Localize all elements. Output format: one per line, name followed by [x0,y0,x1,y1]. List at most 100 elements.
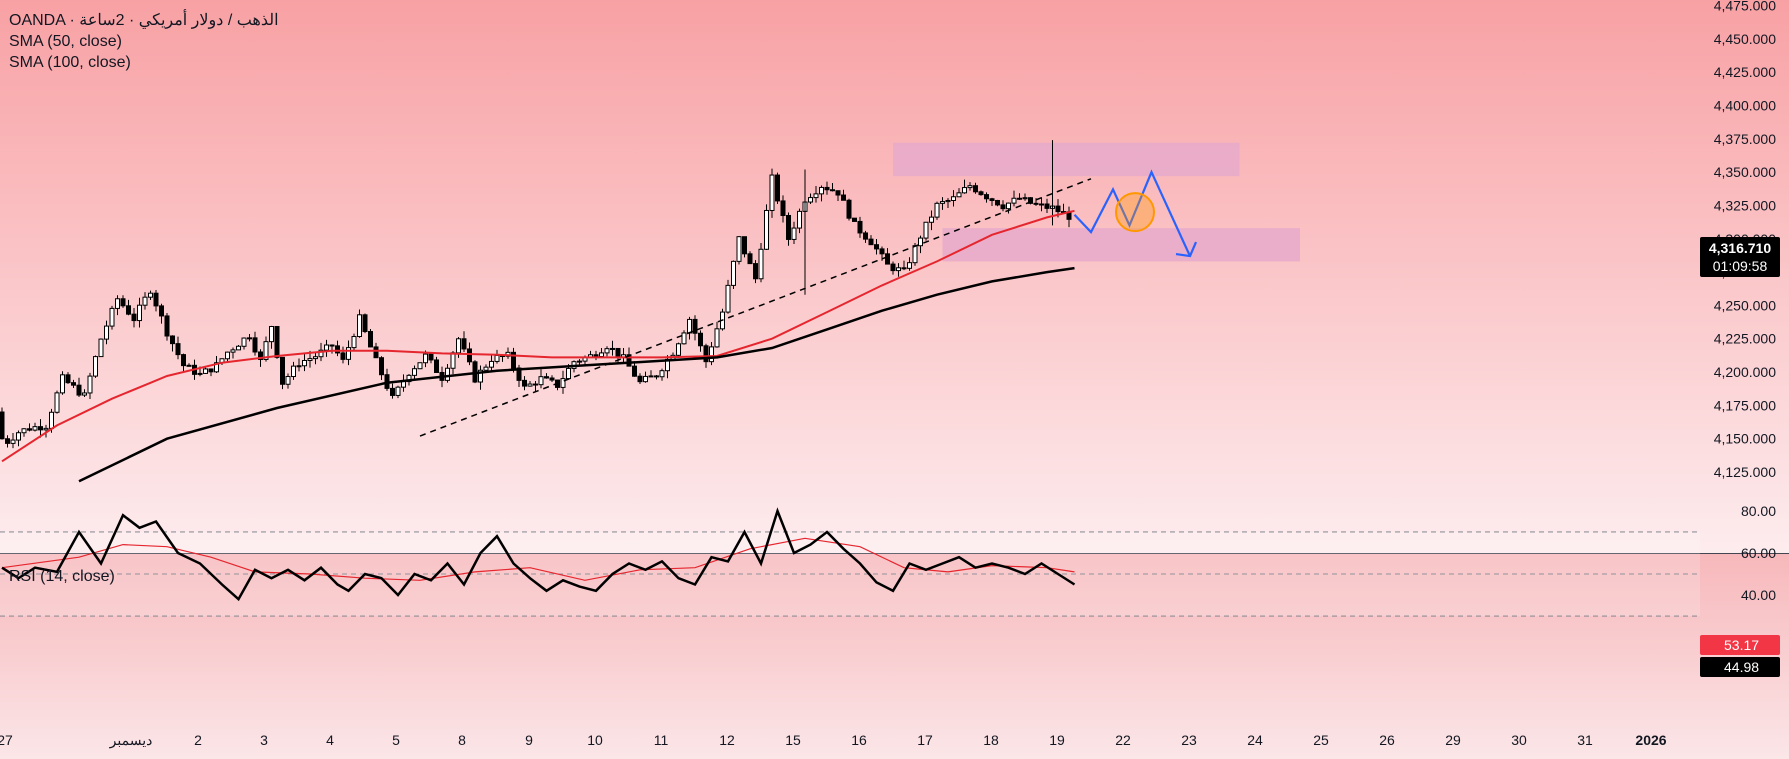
candle [1006,202,1011,214]
price-tick-label: 4,175.000 [1714,397,1776,413]
sma100-line[interactable] [78,266,1075,483]
time-tick-label: 12 [719,732,735,748]
sma50-line[interactable] [1,209,1075,463]
candle-body-bear [1000,204,1006,210]
candle-body-bear [390,387,395,396]
candle-body-bull [808,197,813,203]
time-tick-label: ديسمبر [109,732,153,749]
candle [747,251,753,265]
rsi-legend[interactable]: RSI (14, close) [9,566,115,587]
candle-body-bull [307,358,313,361]
candle [0,407,5,440]
candle-body-bull [445,367,450,381]
candle-body-bear [428,353,434,361]
time-tick-label: 15 [785,732,801,748]
candle-body-bear [747,253,753,265]
time-tick-label: 16 [851,732,867,748]
rsi-tick-label: 60.00 [1741,545,1776,561]
candle [252,331,258,356]
candle [445,363,450,383]
price-tick-label: 4,425.000 [1714,64,1776,80]
candle-body-bear [329,344,335,347]
candle [857,216,863,238]
candle-body-bull [115,298,120,309]
candle-body-bear [841,194,846,201]
candle [896,263,901,277]
main-pane-background [0,0,1789,553]
sma100-legend[interactable]: SMA (100, close) [9,54,131,71]
candle-body-bull [714,328,720,348]
candle [984,192,989,203]
candle [10,433,16,449]
candle-body-bear [335,345,340,354]
candle-body-bull [318,349,324,358]
candle [1022,193,1028,201]
rsi-line[interactable] [1,507,1076,602]
candle [148,290,153,301]
candle-body-bull [896,267,901,272]
candle [874,239,879,255]
candle-body-bear [1017,197,1022,200]
candle [989,197,995,206]
candle-body-bear [516,367,522,381]
target-circle[interactable] [1115,192,1155,233]
candle [544,373,549,379]
rsi-badge-value: 44.98 [1724,659,1759,675]
candle-body-bull [813,193,819,199]
projection-path[interactable] [1073,169,1191,257]
candle [186,363,192,367]
candle-body-bull [676,343,681,356]
candle-body-bear [1033,202,1039,205]
candle [527,380,533,387]
time-axis[interactable]: 27 ديسمبر 2 3 4 5 8 9 10 11 12 15 16 17 18 19 22 23 24 25 26… [0,732,1667,749]
candle [120,295,126,308]
price-tick-label: 4,375.000 [1714,131,1776,147]
candle-body-bear [857,220,863,234]
candle-body-bear [863,232,868,240]
candle-body-bear [131,313,137,322]
candle-body-bull [186,364,192,367]
sma50-legend[interactable]: SMA (50, close) [9,33,122,50]
candle-body-bull [324,344,329,351]
candle-body-bear [126,305,131,315]
candle-body-bear [978,191,984,196]
rsi-title[interactable]: RSI (14, close) [9,568,115,585]
candle [808,193,813,204]
candle-body-bull [478,369,483,383]
price-axis[interactable]: 4,125.000 4,150.000 4,175.000 4,200.000 4,22… [1714,0,1776,480]
symbol-legend[interactable]: OANDA · الذهب / دولار أمريكي · 2ساعة SMA… [9,10,279,73]
candle-body-bull [21,428,27,434]
candle-body-bear [511,351,516,369]
candle [76,377,82,397]
candle [918,235,923,254]
candle-body-bull [43,427,49,431]
symbol-title[interactable]: OANDA · الذهب / دولار أمريكي · 2ساعة [9,12,279,29]
candle-body-bear [544,376,549,379]
rectangle-zone-1[interactable] [893,142,1240,177]
candle-body-bear [984,194,989,200]
candle-body-bear [522,379,527,387]
candle [819,185,824,202]
candle [846,198,852,221]
candle [230,347,236,359]
time-tick-label: 31 [1577,732,1593,748]
time-tick-label: 25 [1313,732,1329,748]
candle-body-bull [10,439,16,444]
candle-body-bull [247,337,252,340]
time-tick-label: 29 [1445,732,1461,748]
zones-layer [893,142,1301,262]
candle [65,372,71,384]
dashed-trendline[interactable] [419,178,1092,437]
candle [863,230,868,243]
candle-body-bull [291,365,296,378]
candle-body-bull [16,432,21,441]
candle [357,309,362,338]
candle [604,346,610,357]
candle-body-bull [918,237,923,247]
candle [82,389,87,397]
candle-body-bull [395,386,401,396]
rectangle-zone-2[interactable] [942,228,1301,262]
candle-body-bear [76,384,82,396]
candle-body-bull [296,365,302,368]
